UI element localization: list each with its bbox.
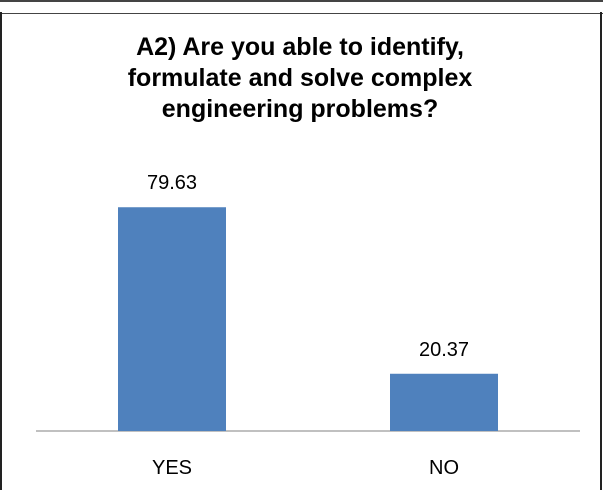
data-label-no: 20.37 xyxy=(419,339,469,361)
left-border xyxy=(0,12,2,490)
data-label-yes: 79.63 xyxy=(147,172,197,194)
right-border xyxy=(600,12,602,490)
top-rule xyxy=(0,0,603,14)
bar-no xyxy=(390,373,498,431)
chart-title: A2) Are you able to identify, formulate … xyxy=(127,33,473,123)
bar-yes xyxy=(118,207,226,431)
x-tick-label-no: NO xyxy=(429,457,459,479)
x-tick-label-yes: YES xyxy=(152,457,192,479)
